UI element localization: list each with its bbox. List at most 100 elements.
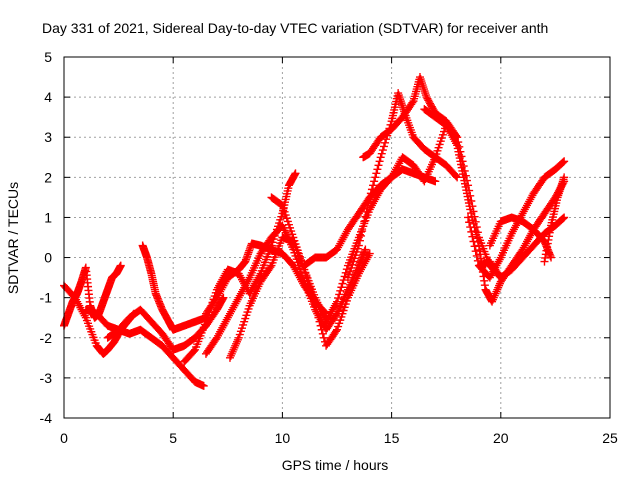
- data-point-fill: [373, 165, 382, 174]
- y-tick-label: 1: [44, 209, 52, 225]
- data-point-fill: [338, 279, 347, 288]
- data-point-fill: [469, 237, 478, 246]
- data-point-fill: [357, 231, 366, 240]
- data-point-fill: [336, 286, 345, 295]
- data-point-fill: [319, 333, 328, 342]
- data-point-fill: [559, 214, 568, 223]
- data-point-fill: [266, 263, 275, 272]
- data-point-fill: [363, 203, 372, 212]
- y-tick-label: 4: [44, 89, 52, 105]
- data-point-fill: [471, 247, 480, 256]
- data-point-fill: [367, 185, 376, 194]
- data-point: [560, 213, 569, 222]
- x-axis-tick-labels: 0 5 10 15 20 25: [60, 430, 618, 446]
- y-tick-label: -3: [40, 370, 53, 386]
- satellite-track-19: [540, 173, 569, 266]
- x-axis-label: GPS time / hours: [282, 457, 389, 473]
- data-point-fill: [339, 276, 348, 285]
- data-point-fill: [317, 325, 326, 334]
- data-point-fill: [558, 215, 567, 224]
- data-point-fill: [355, 236, 364, 245]
- data-point-fill: [372, 169, 381, 178]
- data-point: [354, 241, 363, 250]
- data-point-fill: [378, 146, 387, 155]
- plot-frame: [63, 56, 611, 419]
- data-point: [464, 213, 473, 222]
- x-tick-label: 5: [169, 430, 177, 446]
- data-point-fill: [366, 189, 375, 198]
- data-point-fill: [318, 329, 327, 338]
- x-tick-label: 20: [493, 430, 509, 446]
- x-tick-label: 10: [275, 430, 291, 446]
- data-point: [466, 205, 475, 214]
- y-tick-label: -2: [40, 330, 53, 346]
- data-point: [365, 193, 374, 202]
- chart-title: Day 331 of 2021, Sidereal Day-to-day VTE…: [42, 20, 548, 36]
- y-axis-tick-labels: -4 -3 -2 -1 0 1 2 3 4 5: [40, 49, 53, 426]
- data-point-fill: [331, 327, 340, 336]
- data-point-fill: [314, 313, 323, 322]
- x-tick-label: 0: [60, 430, 68, 446]
- data-point-fill: [359, 222, 368, 231]
- satellite-track-3: [81, 305, 208, 390]
- data-point-fill: [361, 212, 370, 221]
- data-point-fill: [467, 227, 476, 236]
- data-point-fill: [362, 207, 371, 216]
- y-tick-label: -1: [40, 290, 53, 306]
- data-point: [361, 245, 370, 254]
- data-point-fill: [408, 98, 417, 107]
- data-point-fill: [379, 142, 388, 151]
- data-points: [60, 73, 569, 390]
- data-point-fill: [370, 177, 379, 186]
- data-point-fill: [467, 209, 476, 218]
- data-point: [199, 381, 208, 390]
- data-point-fill: [335, 290, 344, 299]
- axis-ticks: [63, 56, 611, 419]
- data-point: [431, 177, 440, 186]
- y-tick-label: 5: [44, 49, 52, 65]
- x-tick-label: 15: [384, 430, 400, 446]
- data-point-fill: [189, 347, 198, 356]
- data-point-fill: [374, 161, 383, 170]
- data-point: [116, 261, 125, 270]
- satellite-track-5: [138, 241, 210, 334]
- data-point: [560, 173, 569, 182]
- data-point-fill: [364, 198, 373, 207]
- data-point-fill: [313, 309, 322, 318]
- data-point-fill: [466, 223, 475, 232]
- data-point-fill: [371, 173, 380, 182]
- data-point-fill: [381, 138, 390, 147]
- data-point-fill: [473, 256, 482, 265]
- data-point-fill: [337, 283, 346, 292]
- data-point-fill: [377, 149, 386, 158]
- data-point-fill: [277, 200, 286, 209]
- data-point: [376, 153, 385, 162]
- y-tick-label: 3: [44, 129, 52, 145]
- data-point-fill: [360, 217, 369, 226]
- data-point-fill: [559, 158, 568, 167]
- data-point-fill: [470, 242, 479, 251]
- y-tick-label: 0: [44, 250, 52, 266]
- y-axis-label: SDTVAR / TECUs: [5, 182, 21, 294]
- y-tick-label: 2: [44, 169, 52, 185]
- data-point-fill: [369, 181, 378, 190]
- x-tick-label: 25: [602, 430, 618, 446]
- data-point-fill: [334, 294, 343, 303]
- data-point: [365, 249, 374, 258]
- data-point: [333, 297, 341, 306]
- data-point-fill: [375, 157, 384, 166]
- y-tick-label: -4: [40, 410, 53, 426]
- data-point-fill: [316, 321, 325, 330]
- data-point: [560, 157, 569, 166]
- data-point: [291, 169, 300, 178]
- data-point-fill: [471, 227, 480, 236]
- data-point-fill: [358, 227, 367, 236]
- data-point-fill: [465, 218, 474, 227]
- data-point-fill: [452, 172, 461, 181]
- satellite-track-4: [103, 293, 228, 354]
- data-point-fill: [558, 158, 567, 167]
- data-point-fill: [467, 212, 476, 221]
- data-point-fill: [472, 251, 481, 260]
